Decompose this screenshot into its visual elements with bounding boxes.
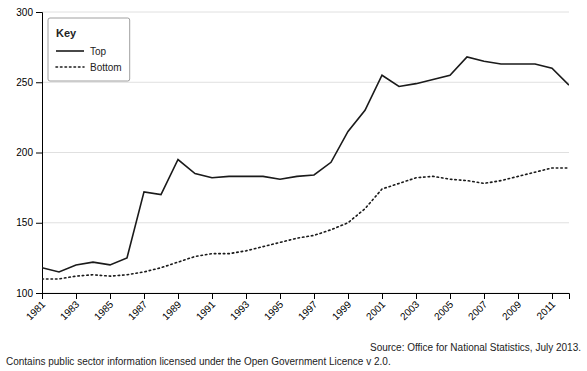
x-tick-label: 2001 xyxy=(364,298,388,322)
x-tick: 2011 xyxy=(534,293,557,322)
x-tick: 2007 xyxy=(466,293,490,322)
legend-frame xyxy=(48,18,130,81)
y-tick: 250 xyxy=(16,77,42,88)
x-tick-mark xyxy=(144,293,145,299)
x-tick-mark xyxy=(280,293,281,299)
x-tick-mark xyxy=(552,293,553,299)
x-tick-label: 1993 xyxy=(228,298,252,322)
x-tick-mark xyxy=(382,293,383,299)
grid xyxy=(42,12,569,293)
y-axis: 100 150 200 250 300 xyxy=(16,7,42,299)
x-tick-mark xyxy=(110,293,111,299)
x-tick: 1993 xyxy=(228,293,252,322)
x-tick-label: 1987 xyxy=(126,298,150,322)
y-tick: 150 xyxy=(16,217,42,228)
x-tick: 1989 xyxy=(160,293,184,322)
x-tick-mark xyxy=(76,293,77,299)
x-tick-label: 1997 xyxy=(296,298,320,322)
y-tick-mark xyxy=(36,12,42,13)
x-tick-label: 2005 xyxy=(432,298,456,322)
legend-label: Bottom xyxy=(90,62,122,73)
x-tick: 1997 xyxy=(296,293,320,322)
x-tick-mark xyxy=(416,293,417,299)
x-tick-mark xyxy=(212,293,213,299)
x-tick-label: 1991 xyxy=(194,298,218,322)
x-tick-label: 2011 xyxy=(534,298,557,321)
x-tick: 1995 xyxy=(262,293,286,322)
y-tick-label: 250 xyxy=(16,77,33,88)
chart: 1981 1983 1985 1987 1989 1991 1993 1995 1997 1999… xyxy=(0,0,587,371)
legend: Key Top Bottom xyxy=(48,18,130,81)
x-tick-mark xyxy=(246,293,247,299)
grid-line xyxy=(42,82,569,83)
y-tick-mark xyxy=(36,82,42,83)
y-tick: 100 xyxy=(16,288,42,299)
x-tick: 1983 xyxy=(58,293,82,322)
y-tick: 300 xyxy=(16,7,42,18)
x-tick-label: 1983 xyxy=(58,298,82,322)
x-tick-mark xyxy=(348,293,349,299)
x-tick: 1991 xyxy=(194,293,218,322)
x-tick-mark xyxy=(450,293,451,299)
y-tick: 200 xyxy=(16,147,42,158)
legend-swatch xyxy=(56,66,84,68)
y-tick-label: 100 xyxy=(16,288,33,299)
x-tick-label: 2007 xyxy=(466,298,490,322)
grid-line xyxy=(42,152,569,153)
grid-line xyxy=(42,222,569,223)
x-tick: 2001 xyxy=(364,293,388,322)
y-tick-mark xyxy=(36,223,42,224)
x-tick-mark xyxy=(178,293,179,299)
x-tick: 2005 xyxy=(432,293,456,322)
x-tick-label: 1989 xyxy=(160,298,184,322)
y-tick-mark xyxy=(36,293,42,294)
x-tick-label: 1985 xyxy=(92,298,116,322)
x-tick: 2003 xyxy=(398,293,422,322)
x-tick: 1999 xyxy=(330,293,354,322)
lines xyxy=(42,57,569,279)
y-tick-mark xyxy=(36,153,42,154)
x-axis-line xyxy=(43,294,570,300)
grid-line xyxy=(42,12,569,13)
x-tick-label: 1995 xyxy=(262,298,286,322)
x-tick-mark xyxy=(314,293,315,299)
x-tick-label: 2009 xyxy=(500,298,524,322)
x-tick: 1985 xyxy=(92,293,116,322)
legend-swatch xyxy=(56,50,84,52)
source-note: Source: Office for National Statistics, … xyxy=(370,342,581,353)
x-tick-label: 1999 xyxy=(330,298,354,322)
plot-area: 1981 1983 1985 1987 1989 1991 1993 1995 1997 1999… xyxy=(16,7,569,322)
x-tick-label: 2003 xyxy=(398,298,422,322)
x-tick: 2009 xyxy=(500,293,524,322)
x-tick-mark xyxy=(518,293,519,299)
series-line xyxy=(42,57,569,272)
y-tick-label: 300 xyxy=(16,7,33,18)
y-axis-line xyxy=(36,13,43,294)
x-tick-mark xyxy=(484,293,485,299)
y-tick-label: 200 xyxy=(16,147,33,158)
x-axis: 1981 1983 1985 1987 1989 1991 1993 1995 1997 1999… xyxy=(24,293,570,322)
x-tick: 1987 xyxy=(126,293,150,322)
y-tick-label: 150 xyxy=(16,217,33,228)
series-line xyxy=(42,168,569,279)
source-note: Contains public sector information licen… xyxy=(6,356,391,367)
legend-title: Key xyxy=(56,27,77,39)
x-tick-label: 1981 xyxy=(24,298,48,322)
legend-label: Top xyxy=(90,46,107,57)
